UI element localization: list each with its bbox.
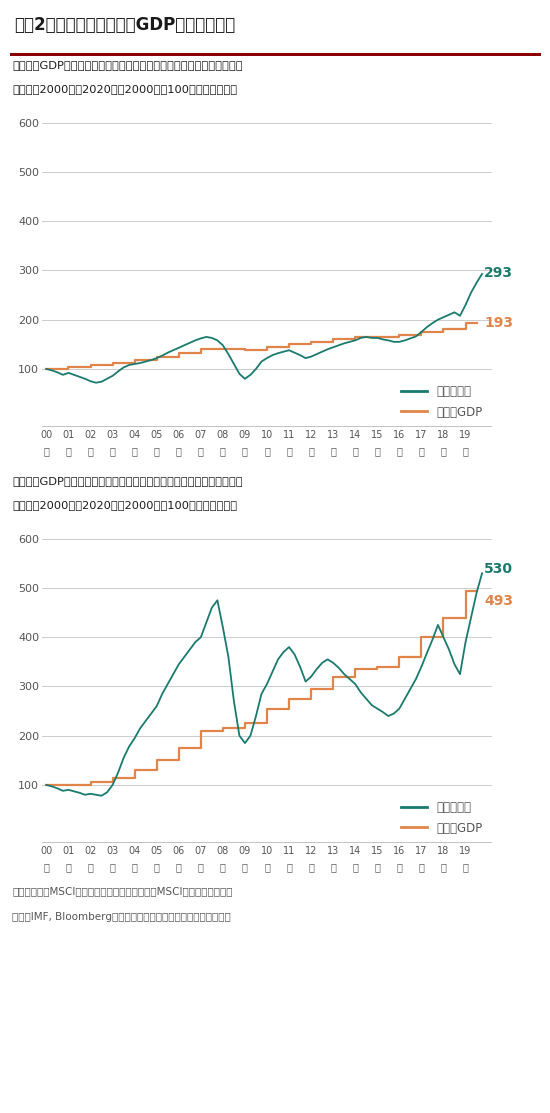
Text: 10: 10 [261,430,273,440]
Text: 年: 年 [242,446,248,456]
Text: 新興国のGDPと新興国株式の推移（米ドルベース、トータルリターン）: 新興国のGDPと新興国株式の推移（米ドルベース、トータルリターン） [12,476,243,486]
Text: 01: 01 [62,430,75,440]
Text: 293: 293 [485,266,513,280]
Text: 11: 11 [283,846,295,856]
Text: 08: 08 [217,430,229,440]
Text: 03: 03 [107,846,119,856]
Text: 年: 年 [286,446,292,456]
Text: 04: 04 [129,430,141,440]
Text: 年: 年 [375,863,380,873]
Text: 193: 193 [485,316,513,331]
Text: 15: 15 [371,430,383,440]
Text: 年: 年 [242,863,248,873]
Text: 05: 05 [151,430,163,440]
Text: 19: 19 [459,846,472,856]
Text: 05: 05 [151,846,163,856]
Text: 図表2：先進国と新興国のGDPと株式の関係: 図表2：先進国と新興国のGDPと株式の関係 [14,16,235,33]
Text: 00: 00 [40,430,53,440]
Text: 14: 14 [349,846,361,856]
Text: 年: 年 [441,863,447,873]
Text: 年: 年 [65,446,72,456]
Text: 年: 年 [109,863,116,873]
Text: 13: 13 [327,846,339,856]
Text: 15: 15 [371,846,383,856]
Text: 17: 17 [415,846,427,856]
Text: 16: 16 [393,846,405,856]
Legend: 先進国株式, 先進国GDP: 先進国株式, 先進国GDP [397,382,486,422]
Text: 年: 年 [131,863,138,873]
Text: 年: 年 [176,446,182,456]
Text: 年: 年 [87,863,94,873]
Text: 年: 年 [308,863,314,873]
Text: 年: 年 [198,446,204,456]
Text: 12: 12 [305,430,317,440]
Text: 09: 09 [239,846,251,856]
Text: 14: 14 [349,430,361,440]
Text: 06: 06 [173,846,185,856]
Text: （期間：2000年～2020年、2000年を100として指数化）: （期間：2000年～2020年、2000年を100として指数化） [12,501,237,511]
Text: 01: 01 [62,846,75,856]
Text: 出所：IMF, Bloombergのデータを使用しピクテ投信投資顧問作成: 出所：IMF, Bloombergのデータを使用しピクテ投信投資顧問作成 [12,912,231,922]
Text: 06: 06 [173,430,185,440]
Text: 530: 530 [485,562,513,577]
Text: 17: 17 [415,430,427,440]
Text: 18: 18 [437,430,449,440]
Text: 先進国株式：MSCIワールド指数、新興国株式：MSCIエマージング指数: 先進国株式：MSCIワールド指数、新興国株式：MSCIエマージング指数 [12,886,233,896]
Text: 07: 07 [195,430,207,440]
Text: 04: 04 [129,846,141,856]
Text: 12: 12 [305,846,317,856]
Text: 08: 08 [217,846,229,856]
Text: 年: 年 [43,863,50,873]
Text: 年: 年 [286,863,292,873]
Text: 09: 09 [239,430,251,440]
Text: 年: 年 [397,446,402,456]
Text: 年: 年 [264,446,270,456]
Text: 年: 年 [375,446,380,456]
Text: 年: 年 [441,446,447,456]
Legend: 新興国株式, 新興国GDP: 新興国株式, 新興国GDP [397,798,486,838]
Text: 年: 年 [176,863,182,873]
Text: 10: 10 [261,846,273,856]
Text: 18: 18 [437,846,449,856]
Text: 00: 00 [40,846,53,856]
Text: 493: 493 [485,594,513,609]
Text: 02: 02 [84,430,97,440]
Text: 年: 年 [220,446,226,456]
Text: 13: 13 [327,430,339,440]
Text: 07: 07 [195,846,207,856]
Text: 年: 年 [419,446,425,456]
Text: 年: 年 [220,863,226,873]
Text: 年: 年 [264,863,270,873]
Text: 年: 年 [419,863,425,873]
Text: 年: 年 [308,446,314,456]
Text: 年: 年 [87,446,94,456]
Text: 03: 03 [107,430,119,440]
Text: 年: 年 [154,863,160,873]
Text: 年: 年 [131,446,138,456]
Text: 年: 年 [463,863,469,873]
Text: 年: 年 [330,863,336,873]
Text: 02: 02 [84,846,97,856]
Text: 19: 19 [459,430,472,440]
Text: 年: 年 [198,863,204,873]
Text: 16: 16 [393,430,405,440]
Text: 年: 年 [330,446,336,456]
Text: 年: 年 [463,446,469,456]
Text: 先進国のGDPと先進国株式の推移（米ドルベース、トータルリターン）: 先進国のGDPと先進国株式の推移（米ドルベース、トータルリターン） [12,60,243,70]
Text: 年: 年 [353,446,358,456]
Text: 年: 年 [43,446,50,456]
Text: 11: 11 [283,430,295,440]
Text: 年: 年 [353,863,358,873]
Text: 年: 年 [397,863,402,873]
Text: 年: 年 [154,446,160,456]
Text: 年: 年 [109,446,116,456]
Text: （期間：2000年～2020年、2000年を100として指数化）: （期間：2000年～2020年、2000年を100として指数化） [12,85,237,95]
Text: 年: 年 [65,863,72,873]
